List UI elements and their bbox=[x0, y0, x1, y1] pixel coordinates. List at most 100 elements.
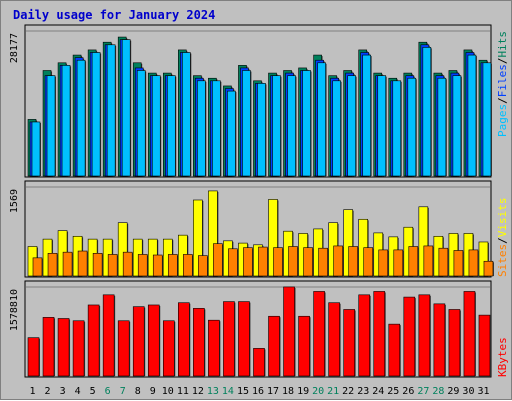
bar-pages-day-20 bbox=[317, 62, 326, 177]
bar-pages-day-6 bbox=[106, 44, 116, 177]
bar-pages-day-3 bbox=[61, 65, 71, 177]
day-label-28: 28 bbox=[432, 386, 444, 397]
y-axis-max-label: 1578810 bbox=[9, 289, 20, 331]
bar-kbytes-day-18 bbox=[283, 286, 295, 377]
day-label-22: 22 bbox=[342, 386, 354, 397]
bar-pages-day-30 bbox=[467, 54, 477, 177]
bar-kbytes-day-10 bbox=[162, 320, 175, 377]
day-labels: 1 2 3 4 5 6 7 8 9 10 11 12 13 14 15 16 17 18 19 20 21 22 23 24 2… bbox=[30, 386, 490, 397]
day-label-20: 20 bbox=[312, 386, 324, 397]
bar-pages-day-17 bbox=[272, 75, 281, 177]
bar-kbytes-day-11 bbox=[178, 302, 190, 377]
bar-pages-day-16 bbox=[257, 83, 266, 177]
bar-kbytes-day-7 bbox=[117, 320, 130, 377]
bar-pages-day-25 bbox=[392, 80, 402, 177]
bar-sites-day-16 bbox=[258, 246, 268, 277]
day-label-9: 9 bbox=[150, 386, 156, 397]
bar-sites-day-12 bbox=[198, 255, 208, 277]
bar-sites-day-27 bbox=[423, 245, 434, 277]
bar-pages-day-31 bbox=[482, 62, 492, 177]
panel-visits-sites: 1569 bbox=[9, 180, 494, 278]
bar-sites-day-11 bbox=[183, 254, 193, 277]
bar-kbytes-day-21 bbox=[328, 302, 340, 377]
day-label-24: 24 bbox=[372, 386, 384, 397]
bar-kbytes-day-17 bbox=[268, 315, 280, 377]
bar-kbytes-day-31 bbox=[478, 314, 491, 377]
bar-sites-day-29 bbox=[453, 250, 464, 277]
bar-sites-day-7 bbox=[122, 251, 133, 277]
bar-kbytes-day-25 bbox=[388, 323, 401, 377]
legend-entry: Sites bbox=[496, 244, 509, 277]
bar-sites-day-10 bbox=[167, 254, 178, 277]
bar-sites-day-18 bbox=[288, 246, 298, 277]
legends: Pages/Files/Hits Sites/Visits KBytes bbox=[496, 31, 509, 377]
bar-pages-day-9 bbox=[151, 75, 161, 177]
bar-kbytes-day-4 bbox=[72, 320, 85, 377]
day-label-17: 17 bbox=[267, 386, 279, 397]
bar-sites-day-26 bbox=[408, 246, 419, 277]
bar-sites-day-13 bbox=[213, 243, 223, 277]
y-axis-max-label: 28177 bbox=[9, 33, 20, 63]
chart-title: Daily usage for January 2024 bbox=[13, 8, 215, 22]
day-label-13: 13 bbox=[207, 386, 219, 397]
day-label-31: 31 bbox=[477, 386, 489, 397]
legend-0: Pages/Files/Hits bbox=[496, 31, 509, 137]
bar-sites-day-2 bbox=[47, 253, 58, 277]
day-label-7: 7 bbox=[120, 386, 126, 397]
bar-pages-day-27 bbox=[422, 47, 432, 177]
y-axis-max-label: 1569 bbox=[9, 189, 20, 213]
bar-visits-day-17 bbox=[268, 199, 278, 277]
bar-pages-day-10 bbox=[166, 75, 176, 177]
legend-entry: Files bbox=[496, 64, 509, 97]
bar-kbytes-day-20 bbox=[313, 291, 325, 377]
bar-pages-day-23 bbox=[362, 54, 372, 177]
bar-pages-day-7 bbox=[121, 39, 131, 177]
bar-kbytes-day-14 bbox=[223, 301, 235, 377]
bar-sites-day-6 bbox=[107, 254, 118, 277]
day-label-8: 8 bbox=[135, 386, 141, 397]
bar-visits-day-12 bbox=[193, 199, 203, 277]
bar-kbytes-day-23 bbox=[358, 294, 371, 377]
day-label-2: 2 bbox=[45, 386, 51, 397]
day-label-21: 21 bbox=[327, 386, 339, 397]
bar-sites-day-1 bbox=[32, 257, 43, 277]
bar-pages-day-15 bbox=[242, 70, 251, 177]
bar-pages-day-4 bbox=[76, 59, 86, 177]
day-label-23: 23 bbox=[357, 386, 369, 397]
legend-entry: Hits bbox=[496, 31, 509, 58]
bar-pages-day-26 bbox=[407, 77, 417, 177]
day-label-27: 27 bbox=[417, 386, 429, 397]
legend-entry: KBytes bbox=[496, 337, 509, 377]
bar-pages-day-21 bbox=[332, 80, 341, 177]
bar-pages-day-5 bbox=[91, 52, 101, 177]
bar-kbytes-day-28 bbox=[433, 303, 446, 377]
day-label-30: 30 bbox=[462, 386, 474, 397]
day-label-14: 14 bbox=[222, 386, 234, 397]
legend-2: KBytes bbox=[496, 337, 509, 377]
bar-kbytes-day-24 bbox=[373, 291, 386, 377]
bar-sites-day-20 bbox=[318, 247, 328, 277]
day-label-5: 5 bbox=[90, 386, 96, 397]
bar-kbytes-day-26 bbox=[403, 296, 416, 377]
bar-pages-day-18 bbox=[287, 75, 296, 177]
bar-pages-day-11 bbox=[182, 52, 191, 177]
legend-1: Sites/Visits bbox=[496, 198, 509, 278]
bar-sites-day-9 bbox=[152, 254, 163, 277]
bar-kbytes-day-22 bbox=[343, 309, 355, 377]
day-label-29: 29 bbox=[447, 386, 459, 397]
bar-visits-day-13 bbox=[208, 190, 218, 277]
bar-kbytes-day-8 bbox=[132, 306, 145, 377]
bar-kbytes-day-27 bbox=[418, 294, 431, 377]
day-label-10: 10 bbox=[162, 386, 174, 397]
bar-kbytes-day-30 bbox=[463, 291, 476, 377]
bar-sites-day-30 bbox=[468, 249, 479, 277]
legend-entry: / bbox=[496, 58, 509, 65]
bar-pages-day-12 bbox=[197, 80, 206, 177]
bar-kbytes-day-2 bbox=[42, 317, 55, 377]
day-label-1: 1 bbox=[30, 386, 36, 397]
bar-visits-day-7 bbox=[117, 222, 128, 277]
bar-kbytes-day-6 bbox=[102, 294, 115, 377]
bar-sites-day-23 bbox=[363, 247, 374, 277]
bar-pages-day-2 bbox=[46, 75, 56, 177]
